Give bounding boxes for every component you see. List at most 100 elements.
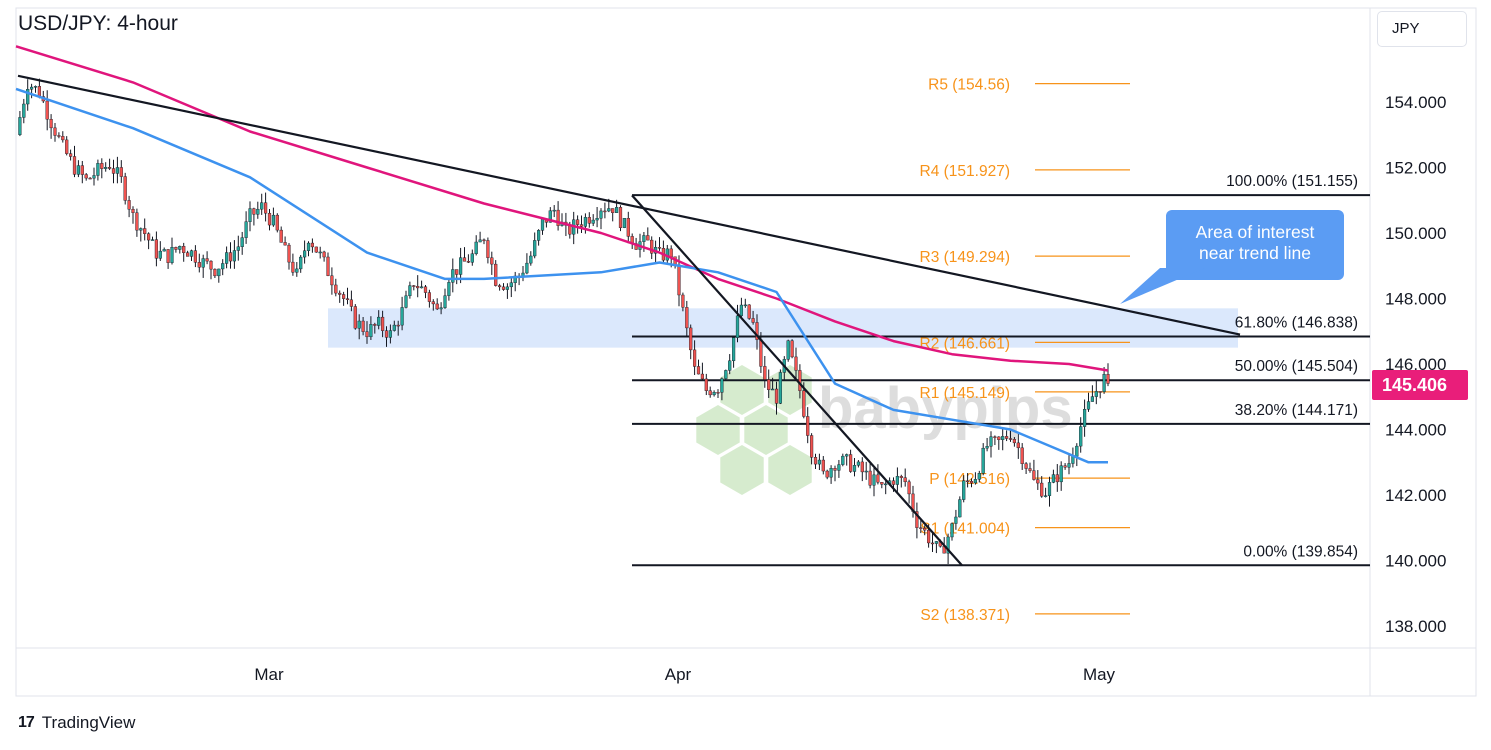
candle-body-75 (306, 242, 311, 251)
candle-body-147 (587, 217, 591, 224)
candle-body-95 (384, 330, 389, 338)
candle-body-19 (88, 177, 92, 180)
candle-body-123 (494, 263, 498, 286)
pivot-label-0: R5 (154.56) (928, 77, 1010, 94)
candle-body-67 (275, 214, 279, 231)
candle-body-125 (501, 286, 506, 290)
candle-body-184 (732, 337, 736, 362)
candle-body-199 (790, 340, 794, 358)
candle-body-255 (1008, 438, 1013, 440)
candle-body-189 (751, 318, 755, 323)
moving-averages (15, 45, 1109, 464)
candle-body-36 (154, 239, 158, 259)
watermark-hex-4 (768, 445, 812, 495)
candle-body-69 (283, 242, 287, 246)
descending-trend-line (17, 74, 1241, 336)
candle-body-54 (224, 252, 229, 264)
candle-body-133 (533, 240, 537, 257)
candle-body-25 (111, 168, 116, 174)
candle-body-248 (981, 447, 985, 474)
candle-body-20 (92, 175, 96, 179)
candle-body-153 (611, 208, 615, 213)
candle-body-208 (825, 470, 829, 478)
candle-body-6 (37, 86, 41, 97)
y-tick-4: 146.000 (1385, 355, 1446, 374)
candle-body-244 (966, 480, 970, 483)
tradingview-logo[interactable]: 17 TradingView (18, 713, 135, 733)
candle-body-71 (291, 261, 295, 273)
watermark-hex-1 (744, 405, 788, 455)
candle-body-200 (794, 356, 798, 371)
candle-body-60 (248, 208, 252, 222)
candle-body-172 (685, 307, 689, 329)
fib-label-1: 61.80% (146.838) (1235, 315, 1358, 332)
candle-body-253 (1001, 436, 1005, 440)
candle-body-28 (123, 176, 127, 201)
candle-body-68 (279, 229, 283, 243)
candle-body-29 (127, 200, 131, 210)
candle-body-233 (923, 528, 927, 531)
candle-body-76 (310, 242, 314, 248)
candle-body-217 (860, 461, 864, 473)
candle-body-109 (439, 307, 443, 310)
candle-body-87 (353, 306, 357, 329)
candle-body-241 (954, 516, 958, 524)
candle-body-191 (759, 339, 763, 367)
candle-body-114 (459, 257, 463, 275)
currency-unit-button[interactable]: JPY (1377, 11, 1467, 47)
candle-body-131 (525, 262, 529, 274)
watermark-hex-2 (720, 365, 764, 415)
candle-body-57 (236, 246, 240, 251)
candle-body-127 (509, 282, 513, 288)
candle-body-10 (53, 127, 57, 136)
candle-body-92 (373, 324, 377, 326)
chart-frame (15, 7, 1477, 697)
ma-line-0 (15, 45, 1109, 372)
candle-body-272 (1075, 445, 1079, 457)
candle-body-98 (396, 324, 400, 327)
candle-body-245 (969, 480, 974, 484)
candle-body-188 (747, 304, 751, 319)
candle-body-194 (771, 388, 775, 391)
candle-body-49 (205, 258, 209, 262)
candle-body-227 (899, 476, 903, 478)
candle-body-246 (973, 479, 977, 484)
candle-body-266 (1051, 474, 1055, 483)
fib-swing-line (631, 194, 963, 567)
candle-body-182 (724, 370, 728, 379)
watermark-hex-3 (720, 445, 764, 495)
candle-body-151 (603, 210, 607, 213)
candle-body-212 (841, 455, 845, 465)
candle-body-21 (96, 163, 100, 176)
candle-body-231 (915, 511, 919, 528)
candle-body-81 (330, 275, 334, 286)
candle-body-209 (829, 468, 833, 478)
candle-body-202 (802, 390, 806, 417)
fib-label-4: 0.00% (139.854) (1243, 543, 1358, 560)
candle-body-180 (716, 392, 720, 394)
y-tick-1: 152.000 (1385, 159, 1446, 178)
candle-body-112 (451, 269, 455, 283)
y-tick-2: 150.000 (1385, 224, 1446, 243)
price-axis: 154.000 152.000 150.000 148.000 146.000 144.0… (1385, 93, 1446, 636)
candle-body-55 (228, 252, 233, 262)
candle-body-50 (209, 260, 213, 270)
candle-body-16 (76, 165, 80, 175)
candle-body-18 (84, 174, 88, 179)
candle-body-170 (677, 264, 681, 296)
candle-body-88 (357, 320, 361, 329)
candle-body-263 (1040, 482, 1044, 497)
pivot-label-3: R2 (146.661) (920, 335, 1010, 352)
candle-body-91 (369, 324, 373, 338)
candle-body-149 (595, 218, 599, 221)
candle-body-211 (837, 464, 841, 471)
candle-body-138 (552, 209, 556, 212)
x-tick-2: May (1083, 665, 1116, 684)
candle-body-44 (185, 252, 190, 257)
candle-body-93 (377, 316, 381, 326)
candle-body-62 (256, 208, 260, 215)
candle-body-70 (287, 244, 291, 263)
fib-label-3: 38.20% (144.171) (1235, 402, 1358, 419)
candle-body-203 (806, 416, 810, 436)
